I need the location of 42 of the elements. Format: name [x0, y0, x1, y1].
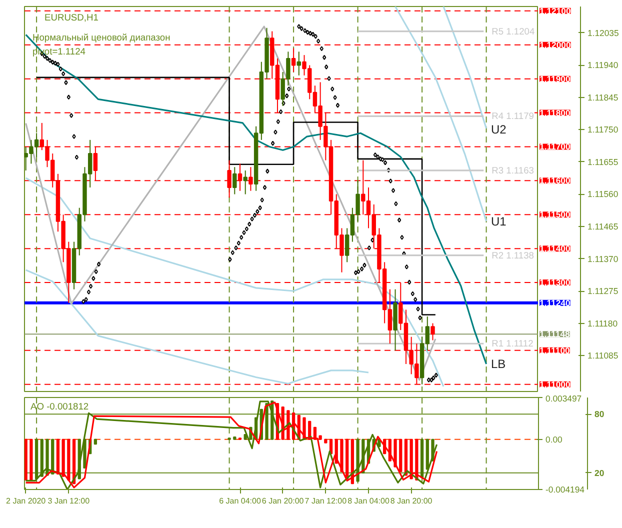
y-tick-label: 1.11085 — [588, 350, 618, 361]
annotation: Нормальный ценовой диапазон — [32, 32, 170, 42]
ref-line-label: 1.11400 — [540, 244, 570, 254]
y-tick-label: -0.004194 — [546, 484, 585, 494]
ref-line-label: 1.12100 — [540, 6, 571, 16]
x-tick-label: 6 Jan 20:00 — [262, 496, 304, 506]
y2-tick-label: 20 — [594, 468, 604, 478]
ref-line-label: 1.11000 — [540, 379, 570, 390]
x-tick-label: 3 Jan 12:00 — [48, 496, 90, 506]
y-tick-label: 1.11750 — [588, 124, 618, 135]
x-tick-label: 6 Jan 04:00 — [219, 496, 262, 506]
x-tick-label: 8 Jan 20:00 — [390, 496, 433, 506]
y-tick-label: 1.11370 — [588, 254, 618, 264]
annotation: LB — [490, 357, 506, 371]
y-tick-label: 1.11275 — [588, 286, 618, 296]
y-tick-label: 0.00 — [546, 434, 563, 444]
annotation: U2 — [490, 122, 507, 137]
x-tick-label: 8 Jan 04:00 — [348, 496, 390, 506]
y-tick-label: 1.11655 — [588, 156, 618, 167]
y-tick-label: 1.11180 — [588, 318, 618, 328]
y-tick-label: 1.12035 — [588, 28, 619, 38]
y-tick-label: 1.11940 — [588, 60, 618, 70]
y-tick-label: 1.11560 — [588, 189, 618, 200]
y-tick-label: 1.11845 — [588, 92, 618, 102]
y-tick-label: 1.11465 — [588, 222, 618, 232]
ref-line-label: 1.11900 — [540, 74, 570, 84]
ref-line-label: 1.12000 — [540, 40, 571, 50]
annotation: EURUSD,H1 — [44, 12, 98, 22]
y-tick-label: 0.003497 — [546, 394, 582, 404]
ref-line-label: 1.11148 — [540, 329, 570, 340]
ref-line-label: 1.11600 — [540, 176, 570, 186]
x-tick-label: 2 Jan 2020 — [6, 496, 46, 506]
y2-tick-label: 80 — [594, 409, 604, 420]
ref-line-label: 1.11100 — [540, 345, 570, 356]
ref-line-label: 1.11240 — [540, 298, 570, 308]
ref-line-label: 1.11700 — [540, 142, 570, 152]
annotation: U1 — [490, 214, 507, 228]
chart-title: AO -0.001812 — [30, 402, 89, 412]
x-tick-label: 7 Jan 12:00 — [304, 496, 348, 506]
ref-line-label: 1.11800 — [540, 108, 570, 118]
ref-line-label: 1.11500 — [540, 210, 570, 220]
ref-line-label: 1.11300 — [540, 278, 570, 288]
